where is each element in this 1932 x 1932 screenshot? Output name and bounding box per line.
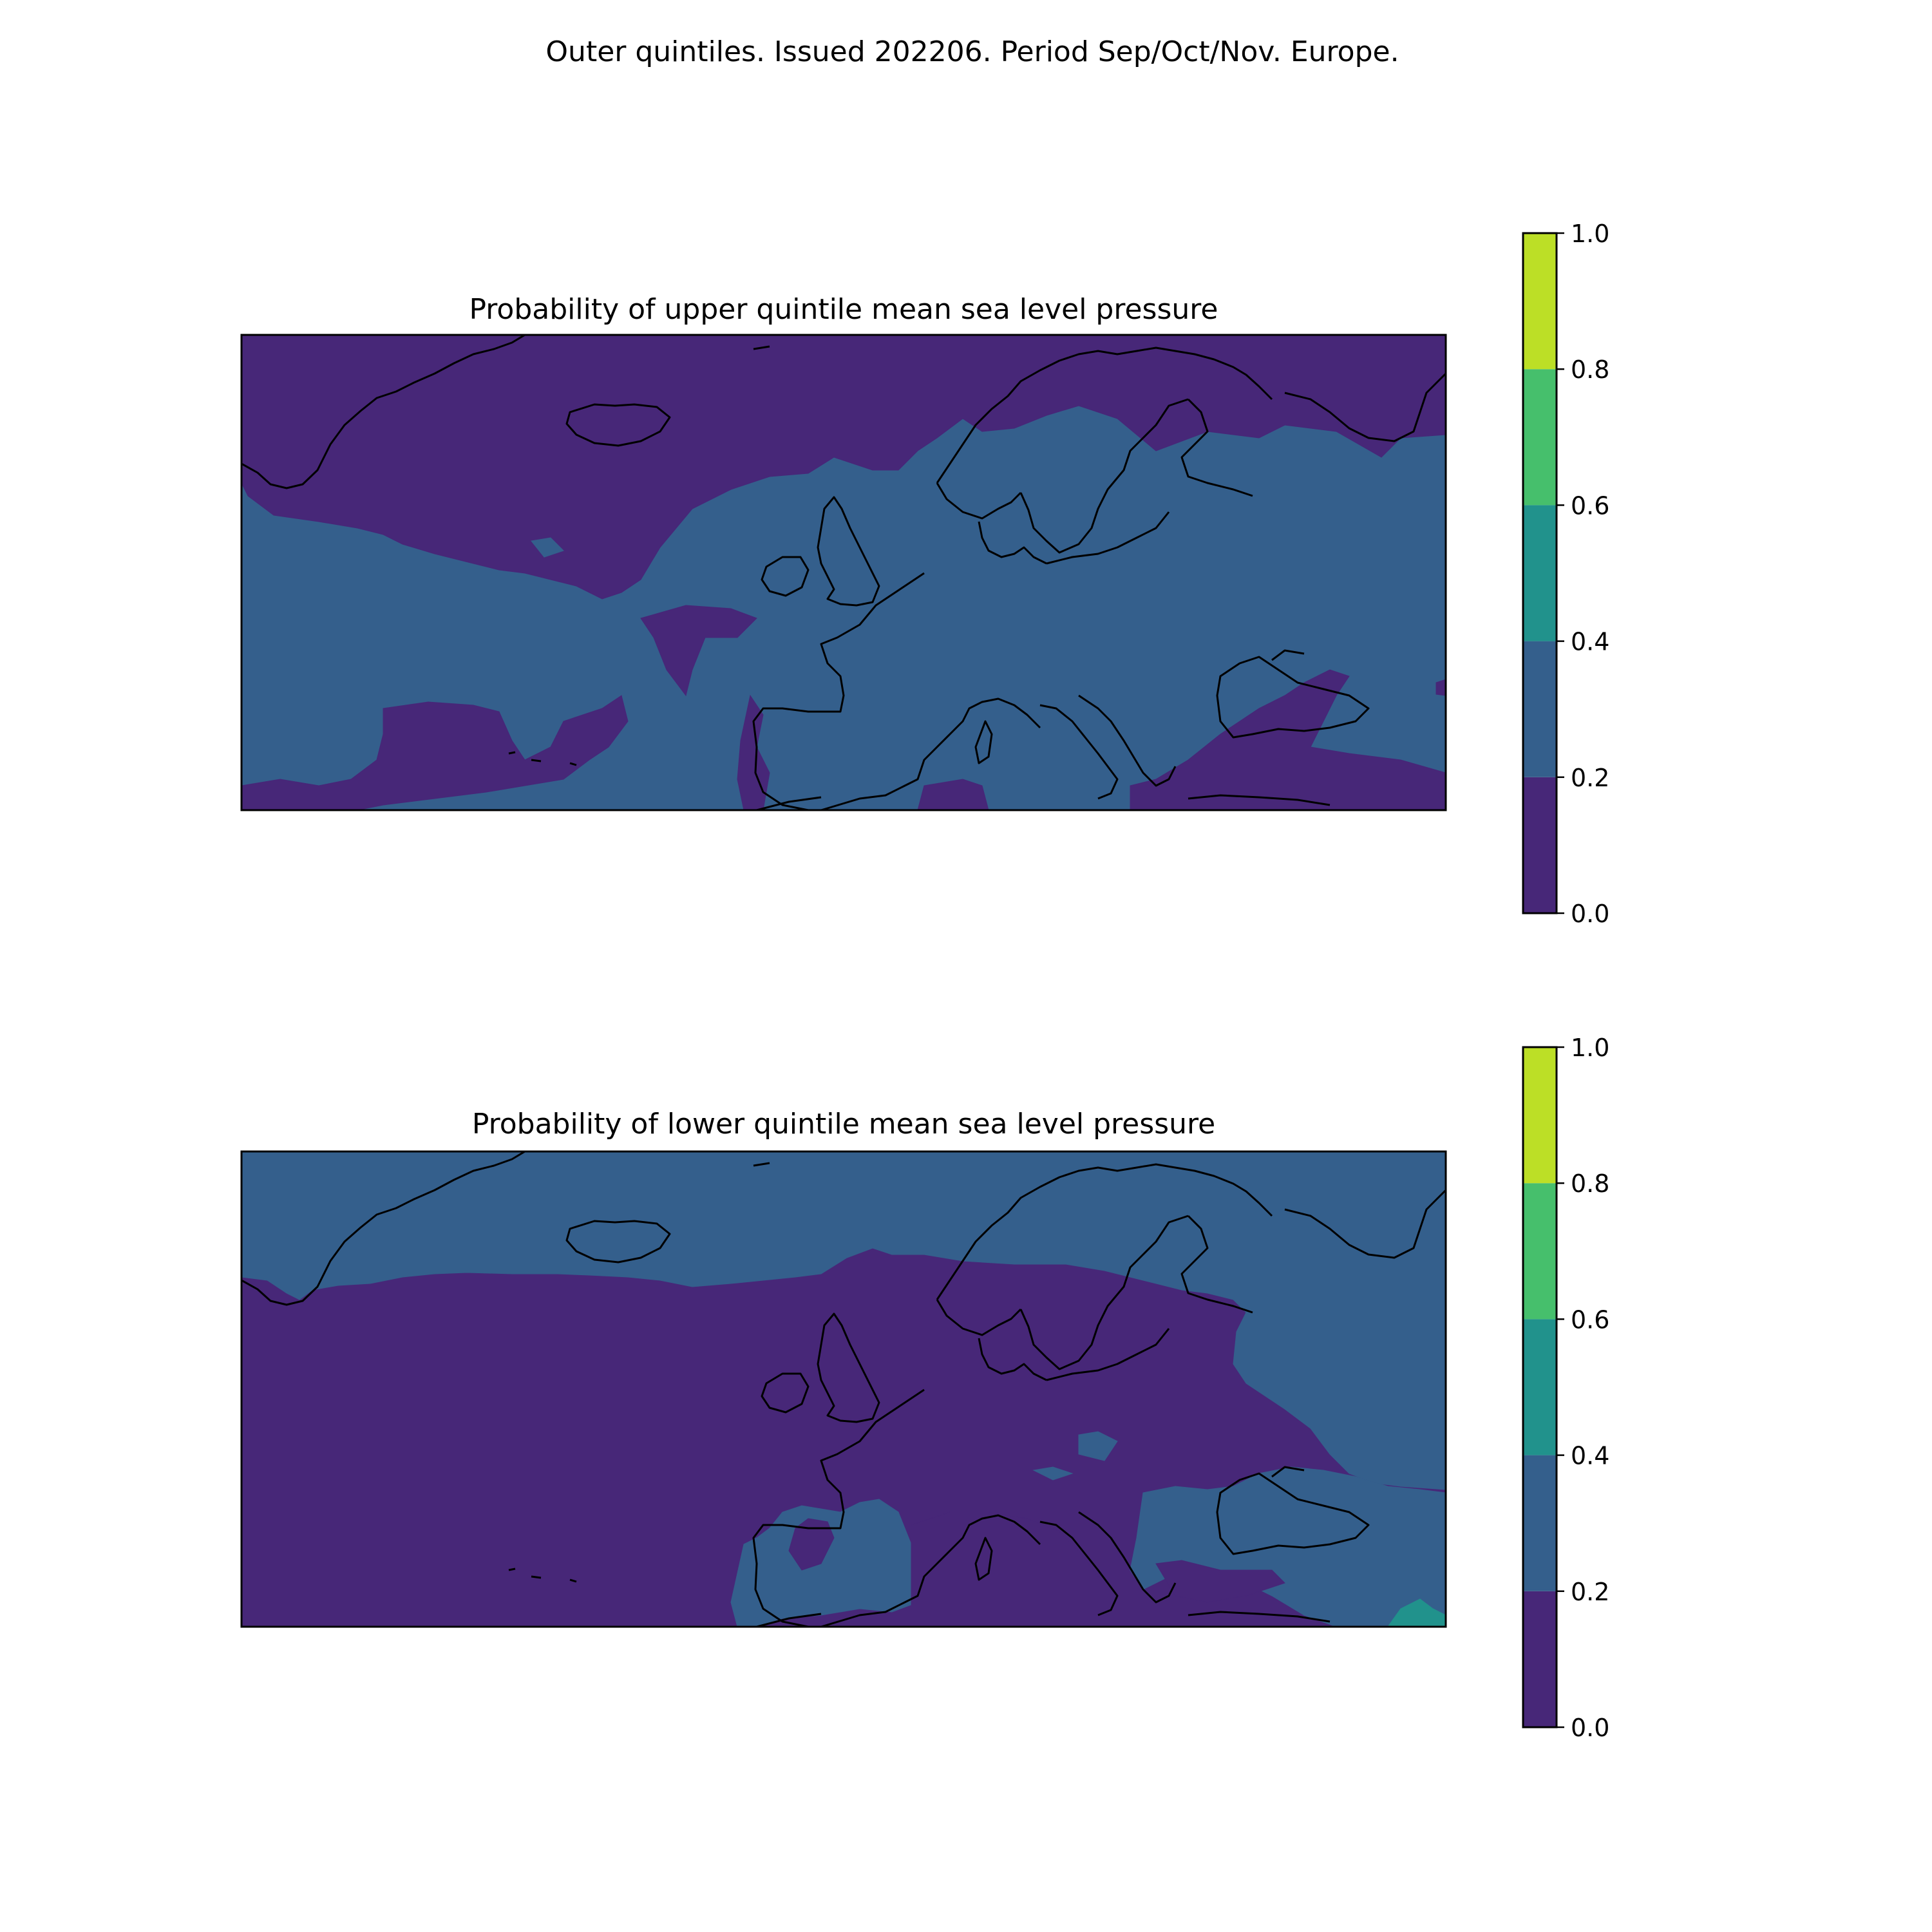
lower-band-0.0-0.2-greece bbox=[1155, 1560, 1285, 1603]
colorbar-segment bbox=[1523, 1047, 1557, 1184]
upper-colorbar: 0.0 0.2 0.4 0.6 0.8 1.0 bbox=[1522, 220, 1609, 928]
lower-colorbar: 0.0 0.2 0.4 0.6 0.8 1.0 bbox=[1522, 1034, 1609, 1742]
colorbar-tick-label: 1.0 bbox=[1571, 220, 1609, 248]
colorbar-tick-label: 0.6 bbox=[1571, 491, 1609, 520]
lower-band-0.2-0.4-alps bbox=[1032, 1466, 1074, 1481]
upper-band-0.0-0.2-iberia bbox=[737, 694, 770, 810]
upper-band-0.0-0.2-isle bbox=[531, 537, 564, 558]
colorbar-segment bbox=[1523, 1455, 1557, 1591]
colorbar-segment bbox=[1523, 1319, 1557, 1455]
colorbar-segment bbox=[1523, 1591, 1557, 1727]
colorbar-tick-label: 0.2 bbox=[1571, 764, 1609, 792]
colorbar-segment bbox=[1523, 369, 1557, 506]
colorbar-frame bbox=[1522, 232, 1558, 914]
lower-map-field bbox=[242, 1151, 1446, 1627]
colorbar-frame bbox=[1522, 1046, 1558, 1728]
colorbar-tick-label: 0.4 bbox=[1571, 628, 1609, 656]
upper-band-0.0-0.2-med bbox=[917, 779, 989, 810]
upper-band-0.0-0.2-east bbox=[1130, 669, 1446, 810]
figure-suptitle: Outer quintiles. Issued 202206. Period S… bbox=[545, 35, 1399, 68]
colorbar-tick-label: 1.0 bbox=[1571, 1034, 1609, 1062]
lower-band-0.4-0.6 bbox=[1387, 1598, 1446, 1627]
upper-quintile-panel: Probability of upper quintile mean sea l… bbox=[240, 220, 1609, 928]
lower-band-0.2-0.4-north bbox=[242, 1151, 1446, 1490]
upper-map-title: Probability of upper quintile mean sea l… bbox=[469, 293, 1218, 326]
lower-map-title: Probability of lower quintile mean sea l… bbox=[472, 1108, 1215, 1141]
upper-band-0.0-0.2-caspian bbox=[1435, 679, 1446, 696]
lower-band-0.0-0.2-italy bbox=[911, 1511, 1099, 1627]
colorbar-tick-label: 0.0 bbox=[1571, 1714, 1609, 1742]
colorbar-tick-label: 0.8 bbox=[1571, 355, 1609, 384]
colorbar-segment bbox=[1523, 641, 1557, 777]
upper-band-0.0-0.2-north bbox=[242, 335, 1446, 600]
upper-band-0.0-0.2-atlantic bbox=[242, 695, 629, 810]
colorbar-tick-label: 0.2 bbox=[1571, 1578, 1609, 1606]
upper-map-frame bbox=[240, 334, 1447, 811]
lower-map-frame bbox=[240, 1150, 1447, 1628]
colorbar-segment bbox=[1523, 505, 1557, 641]
colorbar-tick-label: 0.8 bbox=[1571, 1170, 1609, 1198]
colorbar-segment bbox=[1523, 1183, 1557, 1320]
colorbar-segment bbox=[1523, 233, 1557, 370]
colorbar-tick-label: 0.0 bbox=[1571, 900, 1609, 928]
colorbar-segment bbox=[1523, 777, 1557, 913]
lower-quintile-panel: Probability of lower quintile mean sea l… bbox=[240, 1034, 1609, 1742]
lower-band-0.2-0.4-central bbox=[1078, 1431, 1118, 1461]
lower-band-0.0-0.2-iberia bbox=[788, 1518, 835, 1571]
colorbar-tick-label: 0.6 bbox=[1571, 1305, 1609, 1334]
colorbar-tick-label: 0.4 bbox=[1571, 1442, 1609, 1470]
upper-map-field bbox=[242, 335, 1446, 810]
upper-band-0.0-0.2-biscay bbox=[640, 605, 757, 697]
